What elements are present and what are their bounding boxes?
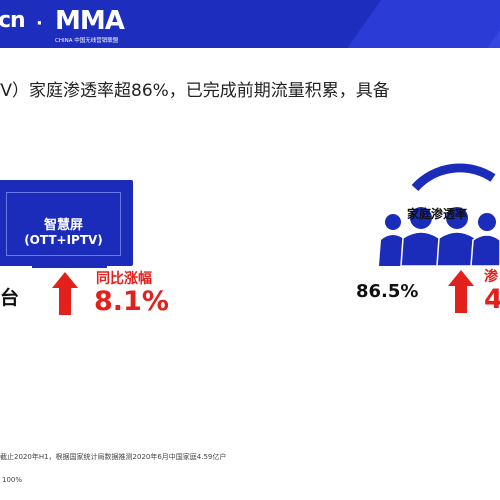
smart-tv-icon: 智慧屏 (OTT+IPTV) [0,180,133,266]
banner-decoration [317,0,500,48]
penetration-value: 86.5% [356,281,419,302]
growth-value: 8.1% [94,286,169,317]
logo-separator: · [36,13,43,34]
source-footnote: 截止2020年H1，根据国家统计局数据推测2020年6月中国家庭4.59亿户 [0,453,227,461]
partner-logo: cn [0,8,26,33]
tv-subtitle: (OTT+IPTV) [24,233,103,247]
household-people-icon: 家庭渗透率 [379,163,500,267]
up-arrow-icon [52,272,78,316]
mma-logo: MMA [55,6,125,36]
source-footnote-2: 100% [2,476,23,484]
penetration-growth-label: 渗 [484,269,498,285]
top-banner: cn · MMA CHINA 中国无线营销联盟 [0,0,500,48]
slide-headline: TV）家庭渗透率超86%，已完成前期流量积累，具备 [0,81,390,101]
mma-logo-subtitle: CHINA 中国无线营销联盟 [55,38,119,44]
tv-title: 智慧屏 [43,218,83,233]
tv-stand [32,259,107,268]
tv-screen-inner [6,192,121,256]
up-arrow-icon-right [448,270,474,314]
penetration-growth-value: 4 [484,284,500,315]
device-count-unit: 台 [0,287,20,309]
penetration-icon-label: 家庭渗透率 [407,206,467,221]
growth-label: 同比涨幅 [96,271,152,287]
